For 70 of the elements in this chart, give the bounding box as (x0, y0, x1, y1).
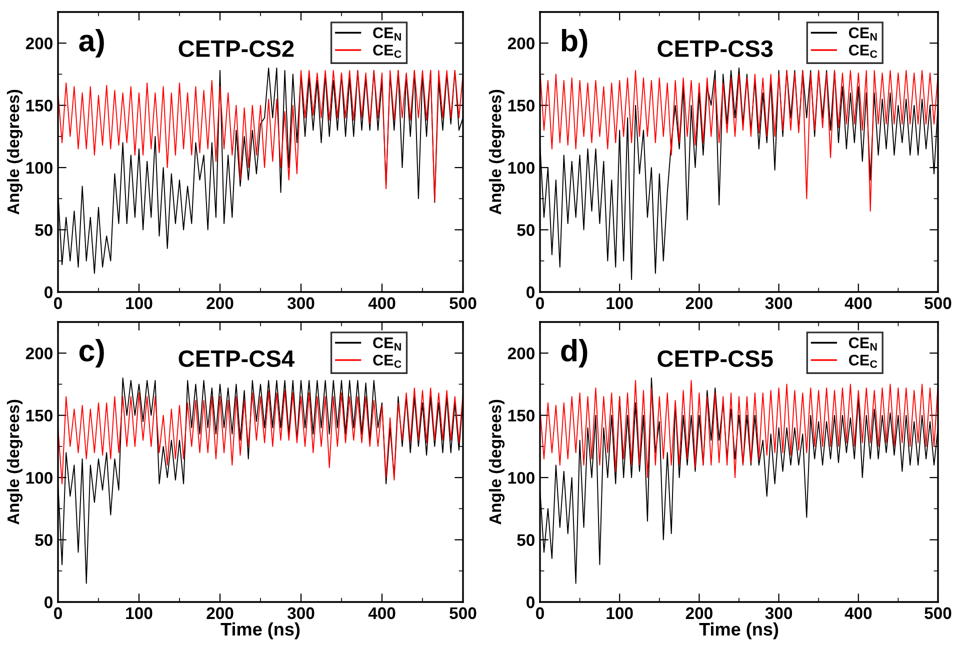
y-tick-label: 0 (526, 286, 534, 298)
text: CETP-CS4 (178, 350, 294, 368)
x-tick-label: 300 (765, 607, 792, 620)
y-tick-label: 0 (44, 286, 52, 298)
annotation: c) (79, 339, 104, 368)
line-series (540, 70, 938, 212)
x-axis-title: Time (ns) (699, 622, 778, 640)
y-tick-label: 0 (526, 596, 534, 608)
x-tick-label: 100 (606, 607, 633, 620)
legend-label: CE$_{C}$ (849, 354, 878, 368)
x-tick-label: 100 (126, 607, 152, 620)
y-tick-label: 200 (508, 348, 534, 360)
y-tick-label: 50 (517, 534, 534, 546)
y-tick-label: 100 (508, 472, 534, 484)
y-tick-label: 150 (508, 410, 534, 422)
line-series (540, 380, 938, 478)
y-tick-label: 50 (517, 224, 534, 236)
y-tick-label: 100 (508, 162, 534, 174)
x-axis-title: Time (ns) (220, 622, 300, 640)
x-tick-label: 400 (368, 297, 396, 310)
y-tick-label: 100 (26, 472, 52, 484)
y-tick-label: 0 (44, 596, 52, 608)
x-tick-label: 300 (287, 297, 314, 310)
x-tick-label: 200 (206, 607, 234, 620)
text: CETP-CS2 (178, 40, 294, 58)
x-tick-label: 0 (536, 297, 544, 310)
y-tick-label: 150 (26, 410, 52, 422)
x-tick-label: 500 (924, 297, 952, 310)
text: CETP-CS3 (658, 40, 773, 58)
legend-label: CE$_{C}$ (849, 44, 878, 58)
annotation: d) (561, 339, 588, 368)
y-axis-title: Angle (degrees) (488, 400, 505, 525)
y-tick-label: 50 (35, 224, 52, 236)
annotation: a) (79, 29, 104, 58)
line-series (58, 387, 463, 484)
y-tick-label: 200 (26, 38, 52, 50)
x-tick-label: 200 (206, 297, 234, 310)
y-axis-title: Angle (degrees) (488, 90, 505, 215)
x-tick-label: 400 (844, 607, 872, 620)
text: CETP-CS5 (658, 350, 773, 368)
x-tick-label: 400 (844, 297, 872, 310)
x-tick-label: 0 (54, 297, 62, 310)
x-tick-label: 300 (287, 607, 314, 620)
y-tick-label: 150 (26, 100, 52, 112)
y-axis-title: Angle (degrees) (6, 90, 23, 215)
x-tick-label: 200 (686, 607, 712, 620)
x-tick-label: 0 (54, 607, 62, 620)
legend-label: CE$_{N}$ (849, 337, 877, 350)
y-tick-label: 200 (26, 348, 52, 360)
y-tick-label: 50 (35, 534, 52, 546)
x-tick-label: 500 (450, 297, 476, 310)
x-tick-label: 100 (606, 297, 633, 310)
legend-label: CE$_{C}$ (373, 44, 402, 58)
x-tick-label: 400 (368, 607, 396, 620)
x-tick-label: 500 (450, 607, 476, 620)
x-tick-label: 0 (536, 607, 544, 620)
legend-label: CE$_{N}$ (849, 27, 877, 40)
legend-label: CE$_{N}$ (373, 27, 401, 40)
x-tick-label: 200 (686, 297, 712, 310)
legend-label: CE$_{C}$ (373, 354, 402, 368)
y-tick-label: 200 (508, 38, 534, 50)
y-tick-label: 100 (26, 162, 52, 174)
x-tick-label: 300 (765, 297, 792, 310)
line-series (58, 70, 463, 202)
y-axis-title: Angle (degrees) (6, 400, 23, 525)
legend-label: CE$_{N}$ (373, 337, 401, 350)
y-tick-label: 150 (508, 100, 534, 112)
x-tick-label: 100 (126, 297, 152, 310)
annotation: b) (562, 29, 588, 58)
x-tick-label: 500 (924, 607, 952, 620)
